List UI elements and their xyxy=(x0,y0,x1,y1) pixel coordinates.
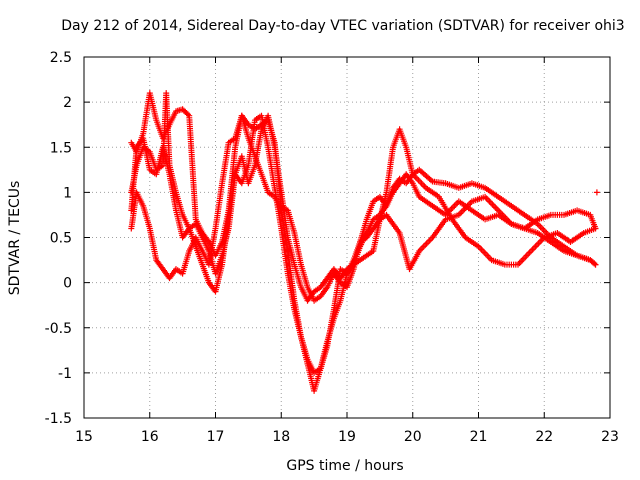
data-point xyxy=(592,225,599,232)
y-tick-label: 1.5 xyxy=(50,140,72,156)
y-tick-label: 1 xyxy=(63,185,72,201)
x-tick-label: 15 xyxy=(75,429,93,445)
y-tick-label: 2 xyxy=(63,95,72,111)
y-tick-label: 0.5 xyxy=(50,231,72,247)
x-tick-label: 23 xyxy=(601,429,619,445)
x-axis-label: GPS time / hours xyxy=(286,458,403,474)
chart-title: Day 212 of 2014, Sidereal Day-to-day VTE… xyxy=(61,18,624,34)
x-tick-label: 21 xyxy=(470,429,488,445)
x-tick-label: 19 xyxy=(338,429,356,445)
data-point xyxy=(592,261,599,268)
y-tick-label: 2.5 xyxy=(50,50,72,66)
y-tick-label: -1.5 xyxy=(45,411,72,427)
data-points xyxy=(128,90,600,394)
x-tick-label: 22 xyxy=(535,429,553,445)
x-tick-label: 18 xyxy=(272,429,290,445)
x-tick-label: 20 xyxy=(404,429,422,445)
axis-ticks: 15 16 17 18 19 20 21 22 23 -1.5 -1 -0.5 0 0.5 1 1.5 2 2.5 xyxy=(45,50,619,445)
x-tick-label: 16 xyxy=(141,429,159,445)
y-axis-label: SDTVAR / TECUs xyxy=(7,181,23,296)
data-point xyxy=(184,111,191,118)
y-tick-label: -1 xyxy=(58,366,72,382)
data-point xyxy=(591,260,598,267)
data-point xyxy=(593,189,600,196)
y-tick-label: 0 xyxy=(63,276,72,292)
y-tick-label: -0.5 xyxy=(45,321,72,337)
x-tick-label: 17 xyxy=(207,429,225,445)
